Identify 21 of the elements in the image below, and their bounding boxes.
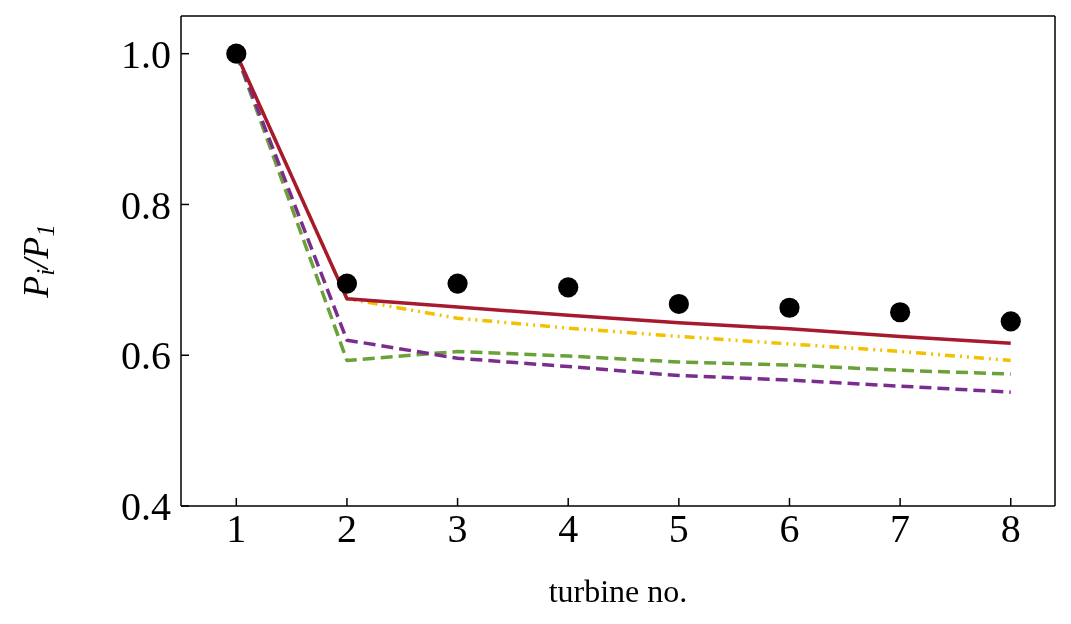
x-tick-label: 3 xyxy=(447,506,468,552)
point xyxy=(779,297,800,318)
x-axis-title: turbine no. xyxy=(548,573,688,609)
point xyxy=(336,273,358,294)
y-tick-label: 0.8 xyxy=(121,182,171,228)
y-tick-label: 1.0 xyxy=(121,31,171,77)
x-tick-label: 1 xyxy=(226,506,247,552)
point xyxy=(447,273,468,294)
y-tick-label: 0.6 xyxy=(121,333,171,379)
point xyxy=(558,277,579,298)
x-tick-label: 8 xyxy=(1000,506,1021,552)
point xyxy=(226,43,247,64)
x-tick-label: 4 xyxy=(558,506,579,552)
point xyxy=(1000,311,1021,332)
x-tick-label: 7 xyxy=(890,506,911,552)
point xyxy=(890,302,911,323)
x-tick-label: 2 xyxy=(336,506,357,552)
point xyxy=(668,293,689,315)
x-tick-label: 5 xyxy=(668,506,689,552)
y-tick-label: 0.4 xyxy=(121,484,171,530)
x-tick-label: 6 xyxy=(779,506,800,552)
